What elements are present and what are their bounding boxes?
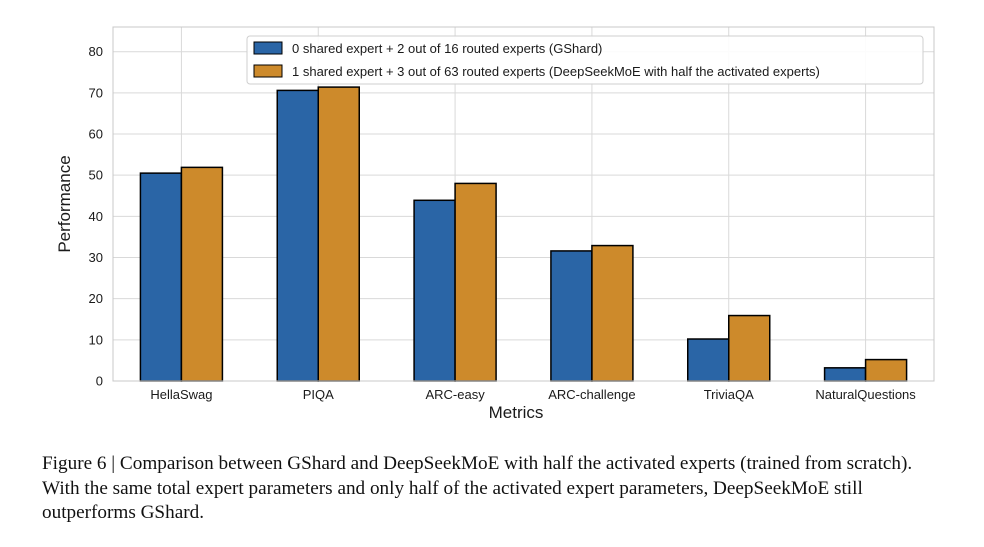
y-tick-label: 80 xyxy=(89,44,103,59)
bar-gshard xyxy=(687,338,730,382)
legend: 0 shared expert + 2 out of 16 routed exp… xyxy=(246,35,924,85)
legend-swatch-deepseekmoe xyxy=(253,64,283,78)
y-axis-label: Performance xyxy=(55,155,74,252)
y-tick-label: 20 xyxy=(89,291,103,306)
x-axis-label: Metrics xyxy=(489,403,544,422)
legend-swatch-gshard xyxy=(253,41,283,55)
plot-frame xyxy=(112,26,935,382)
legend-box xyxy=(246,35,924,85)
bar-deepseekmoe xyxy=(317,86,360,382)
y-tick-label: 30 xyxy=(89,250,103,265)
x-tick-label: ARC-easy xyxy=(425,387,485,402)
bars xyxy=(139,86,908,382)
x-tick-label: NaturalQuestions xyxy=(815,387,916,402)
x-axis-ticks: HellaSwag PIQA ARC-easy ARC-challenge Trivia… xyxy=(150,387,916,402)
bar-gshard xyxy=(413,199,456,382)
bar-gshard xyxy=(276,89,319,382)
x-tick-label: ARC-challenge xyxy=(548,387,635,402)
x-tick-label: PIQA xyxy=(303,387,334,402)
bar-deepseekmoe xyxy=(591,244,634,382)
figure-caption: Figure 6 | Comparison between GShard and… xyxy=(42,453,913,523)
legend-entry-gshard: 0 shared expert + 2 out of 16 routed exp… xyxy=(292,41,602,56)
y-tick-label: 50 xyxy=(89,168,103,183)
bar-gshard xyxy=(823,367,867,382)
x-tick-label: HellaSwag xyxy=(150,387,212,402)
bar-deepseekmoe xyxy=(864,358,908,382)
y-tick-label: 0 xyxy=(96,374,103,389)
legend-entry-deepseekmoe: 1 shared expert + 3 out of 63 routed exp… xyxy=(292,64,820,79)
y-axis-ticks: 0 10 20 30 40 50 60 70 80 xyxy=(89,44,103,388)
y-tick-label: 10 xyxy=(89,332,103,347)
x-tick-label: TriviaQA xyxy=(704,387,754,402)
bar-deepseekmoe xyxy=(180,166,224,382)
y-tick-label: 70 xyxy=(89,85,103,100)
bar-gshard xyxy=(139,172,183,382)
bar-chart: 0 10 20 30 40 50 60 70 80 HellaSwag PIQA ARC-easy A… xyxy=(55,26,935,422)
bar-deepseekmoe xyxy=(728,314,771,382)
bar-gshard xyxy=(550,250,593,382)
bar-deepseekmoe xyxy=(454,182,497,382)
y-tick-label: 60 xyxy=(89,127,103,142)
y-tick-label: 40 xyxy=(89,209,103,224)
